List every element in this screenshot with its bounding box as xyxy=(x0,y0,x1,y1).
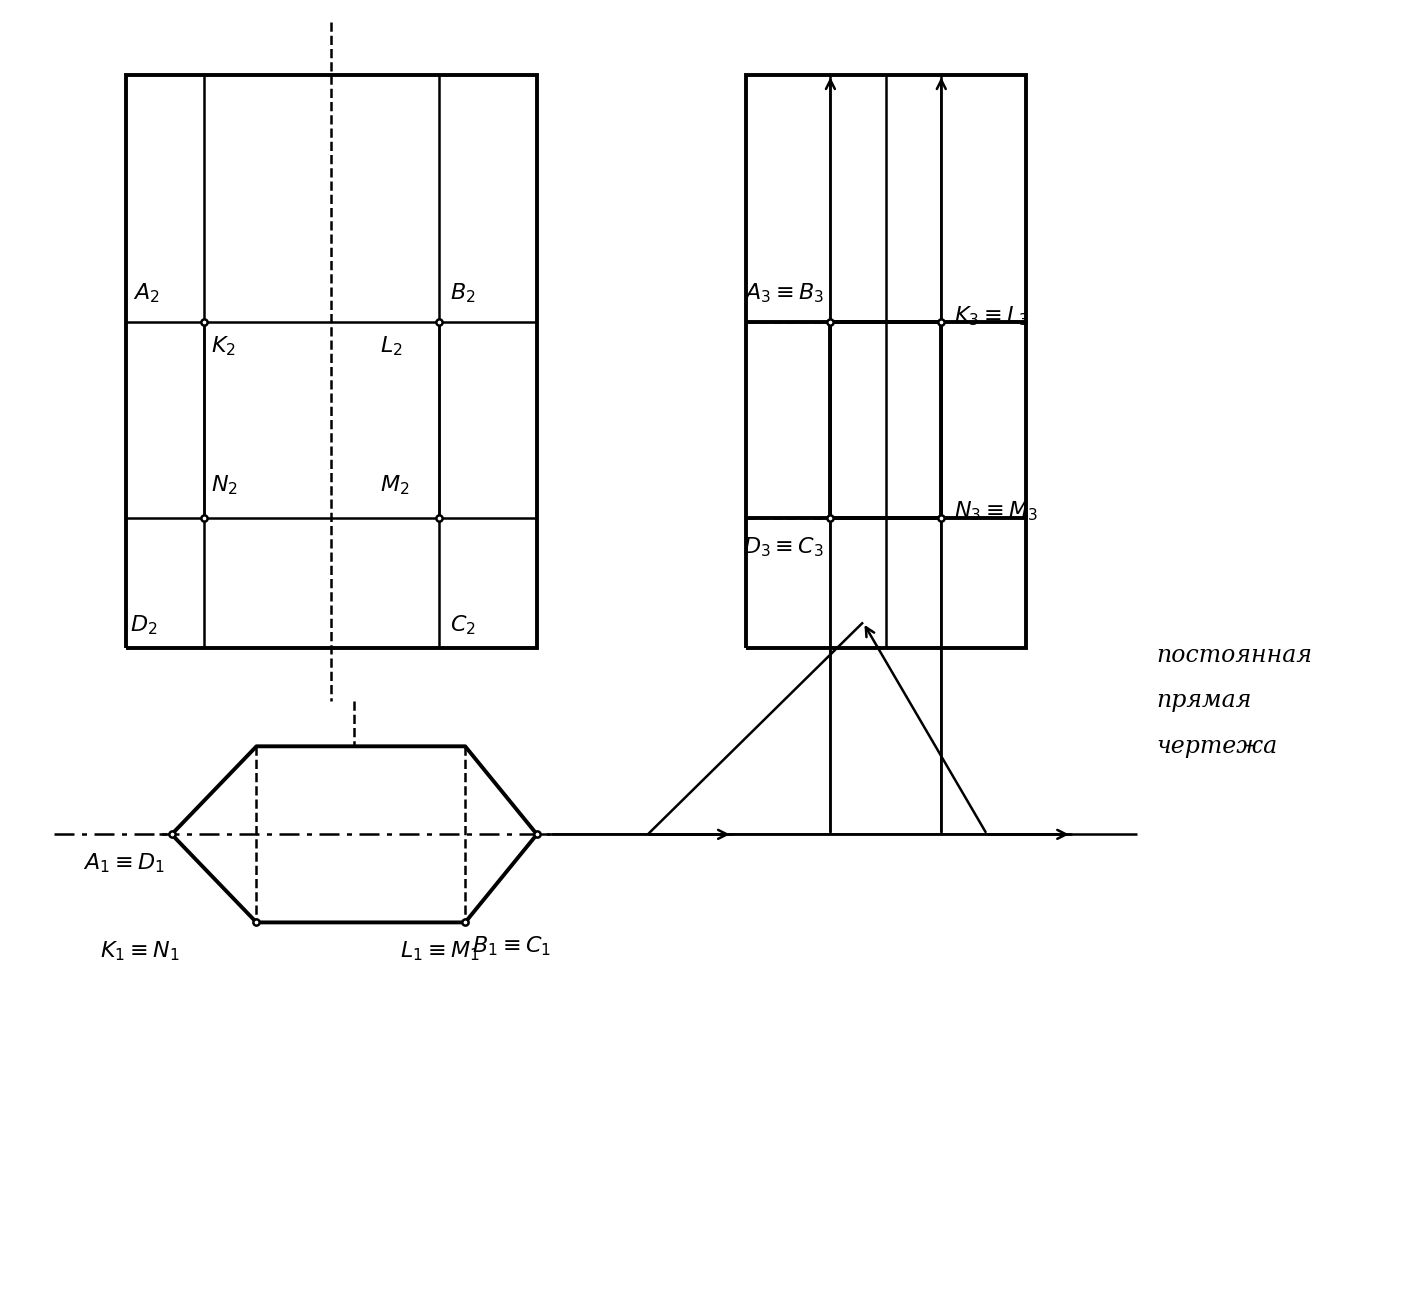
Text: $K_2$: $K_2$ xyxy=(211,334,236,358)
Text: $A_2$: $A_2$ xyxy=(133,282,160,305)
Text: $N_2$: $N_2$ xyxy=(211,474,237,498)
Text: чертежа: чертежа xyxy=(1156,735,1277,757)
Text: $B_1\equiv C_1$: $B_1\equiv C_1$ xyxy=(472,934,551,958)
Text: $L_1\equiv M_1$: $L_1\equiv M_1$ xyxy=(400,939,480,963)
Text: $B_2$: $B_2$ xyxy=(449,282,475,305)
Text: $D_2$: $D_2$ xyxy=(130,613,157,637)
Text: постоянная: постоянная xyxy=(1156,643,1313,667)
Text: $L_2$: $L_2$ xyxy=(380,334,403,358)
Text: $A_3\equiv B_3$: $A_3\equiv B_3$ xyxy=(743,282,824,305)
Text: прямая: прямая xyxy=(1156,689,1252,713)
Text: $C_2$: $C_2$ xyxy=(449,613,475,637)
Text: $A_1\equiv D_1$: $A_1\equiv D_1$ xyxy=(83,852,165,875)
Text: $D_3\equiv C_3$: $D_3\equiv C_3$ xyxy=(743,534,824,558)
Text: $K_1\equiv N_1$: $K_1\equiv N_1$ xyxy=(100,939,179,963)
Text: $M_2$: $M_2$ xyxy=(380,474,410,498)
Text: $K_3\equiv L_3$: $K_3\equiv L_3$ xyxy=(954,304,1030,328)
Text: $N_3\equiv M_3$: $N_3\equiv M_3$ xyxy=(954,499,1039,523)
